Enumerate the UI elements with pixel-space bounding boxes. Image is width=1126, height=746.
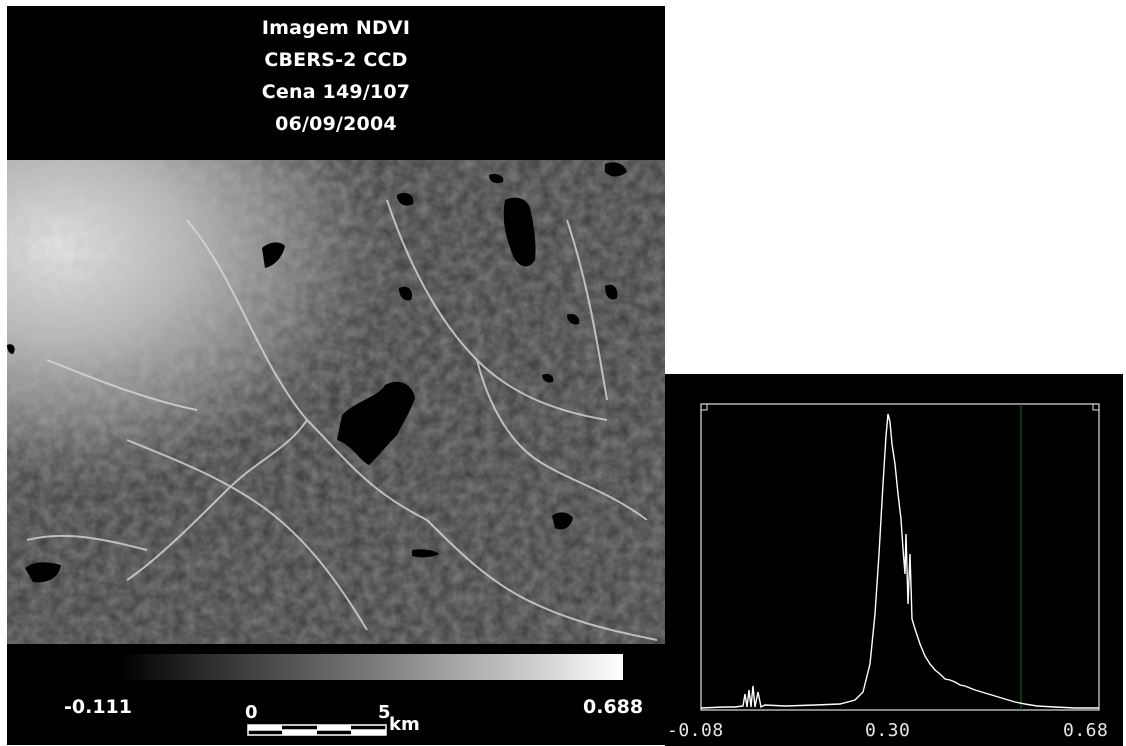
histogram-tick-mid: 0.30 bbox=[865, 720, 911, 741]
scale-start-label: 0 bbox=[245, 702, 258, 723]
colorbar-max-label: 0.688 bbox=[583, 696, 644, 718]
title-line-date: 06/09/2004 bbox=[275, 113, 397, 135]
title-line-scene: Cena 149/107 bbox=[261, 81, 411, 103]
title-line-sensor: CBERS-2 CCD bbox=[264, 49, 408, 71]
histogram-tick-min: -0.08 bbox=[667, 720, 724, 741]
scale-bar-graphic bbox=[247, 724, 387, 736]
ndvi-satellite-image bbox=[7, 160, 665, 644]
map-title-panel: Imagem NDVI CBERS-2 CCD Cena 149/107 06/… bbox=[7, 6, 665, 160]
legend-panel: -0.111 0.688 0 5 km bbox=[7, 644, 665, 745]
scale-end-label: 5 bbox=[378, 702, 391, 723]
scale-bar: 0 5 km bbox=[245, 702, 445, 742]
ndvi-colorbar bbox=[120, 654, 623, 680]
scale-unit-label: km bbox=[389, 714, 420, 735]
histogram-tick-max: 0.68 bbox=[1063, 720, 1109, 741]
ndvi-histogram: -0.08 0.30 0.68 bbox=[665, 374, 1123, 746]
title-line-product: Imagem NDVI bbox=[261, 17, 411, 39]
colorbar-min-label: -0.111 bbox=[64, 696, 132, 718]
histogram-curve bbox=[700, 413, 1099, 709]
histogram-frame bbox=[700, 403, 1100, 711]
